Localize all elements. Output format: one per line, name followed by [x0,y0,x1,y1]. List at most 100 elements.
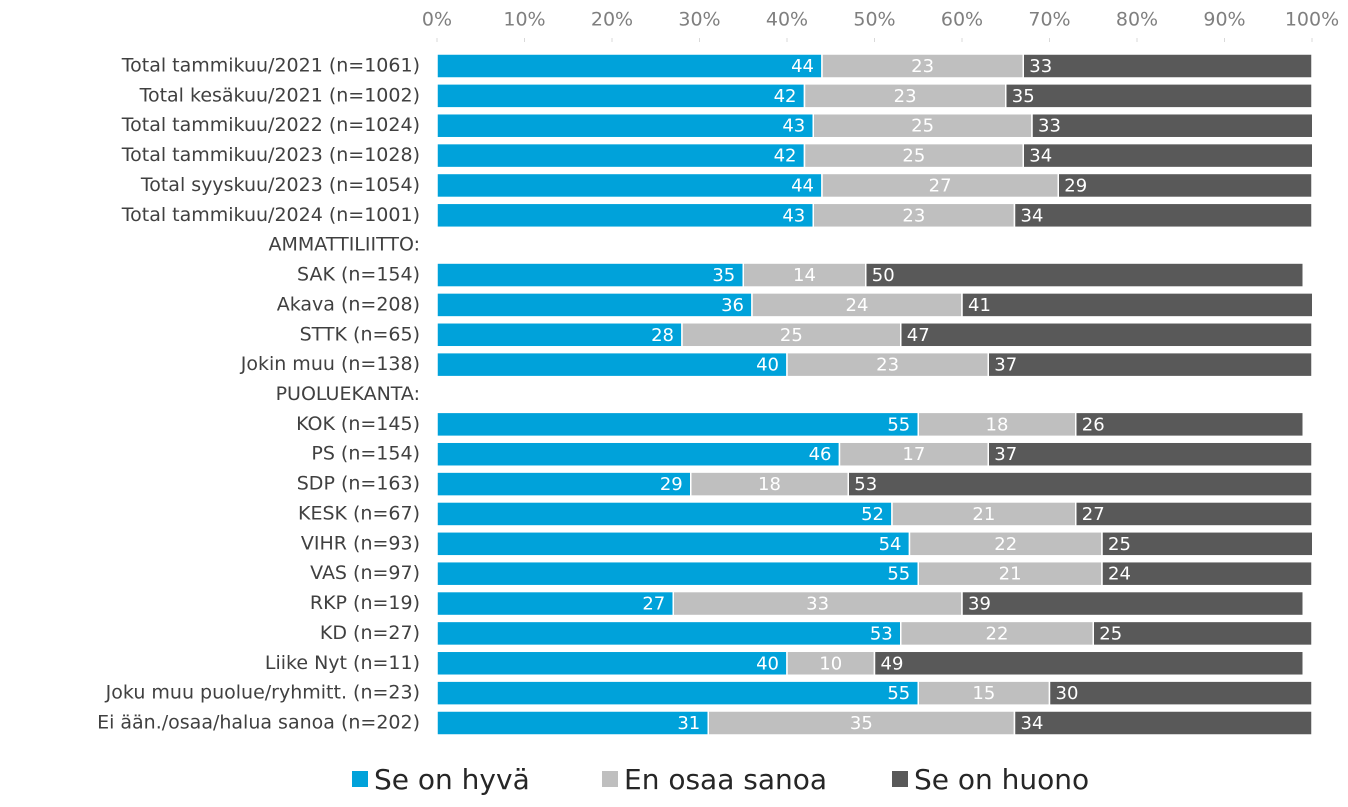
bar-segment [917,560,1103,587]
legend-label: Se on huono [914,763,1089,796]
bar-segment [707,710,1016,736]
value-label: 18 [758,474,781,495]
bar-segment [1092,620,1312,647]
value-label: 31 [677,713,700,734]
value-label: 25 [902,146,925,167]
bar-segment [437,53,823,79]
bar-segment [812,202,1016,229]
y-tick-label: KESK (n=67) [298,502,420,524]
value-label: 34 [1021,205,1044,226]
value-label: 10 [819,653,842,674]
legend-swatch [892,771,908,787]
bar-segment [437,411,919,438]
value-label: 23 [911,56,934,77]
y-tick-label: Total tammikuu/2021 (n=1061) [121,55,420,77]
value-label: 43 [782,116,805,137]
y-tick-label: STTK (n=65) [300,323,420,345]
x-tick-label: 70% [1028,9,1070,31]
value-label: 35 [1012,86,1035,107]
bar-segment [437,650,788,677]
bar-segment [1005,83,1312,109]
bar-segment [1057,172,1312,199]
bar-segment [987,441,1312,467]
value-label: 27 [929,175,952,196]
value-label: 53 [870,623,893,644]
value-label: 52 [861,504,884,525]
value-label: 27 [1082,504,1105,525]
y-tick-label: PUOLUEKANTA: [276,383,420,405]
bar-segment [437,441,841,467]
value-label: 42 [774,86,797,107]
legend-swatch [602,771,618,787]
bar-segment [1031,112,1312,139]
value-label: 49 [881,653,904,674]
legend-label: En osaa sanoa [624,763,827,796]
y-tick-label: Jokin muu (n=138) [240,353,420,375]
x-tick-label: 90% [1203,9,1245,31]
bar-segment [437,262,744,288]
y-tick-label: Liike Nyt (n=11) [265,652,420,674]
bar-segment [437,112,814,139]
y-tick-label: Joku muu puolue/ryhmitt. (n=23) [105,682,420,704]
bar-segment [847,471,1312,497]
y-tick-label: SDP (n=163) [297,473,420,495]
value-label: 34 [1029,146,1052,167]
y-tick-label: AMMATTILIITTO: [269,234,420,256]
y-tick-label: Total tammikuu/2024 (n=1001) [121,204,420,226]
bar-segment [1075,501,1312,527]
value-label: 15 [972,683,995,704]
y-tick-label: Total tammikuu/2022 (n=1024) [121,114,420,136]
bar-segment [786,650,876,677]
y-tick-label: Total syyskuu/2023 (n=1054) [140,174,420,196]
legend-swatch [352,771,368,787]
value-label: 54 [879,534,902,555]
y-tick-label: KOK (n=145) [296,413,420,435]
bar-segment [908,531,1103,557]
value-label: 24 [846,295,869,316]
legend-label: Se on hyvä [374,763,530,796]
bar-segment [917,411,1077,438]
x-tick-label: 30% [678,9,720,31]
y-tick-label: Akava (n=208) [277,293,420,315]
y-tick-label: PS (n=154) [311,443,420,465]
value-label: 33 [806,594,829,615]
bar-segment [821,172,1059,199]
bar-segment [437,501,893,527]
value-label: 29 [1064,175,1087,196]
value-label: 43 [782,205,805,226]
bar-segment [1022,142,1312,169]
value-label: 25 [1108,534,1131,555]
value-label: 34 [1021,713,1044,734]
value-label: 37 [994,444,1017,465]
x-tick-label: 40% [766,9,808,31]
value-label: 26 [1082,414,1105,435]
value-label: 27 [642,594,665,615]
value-label: 25 [780,325,803,346]
bar-segment [803,83,1007,109]
value-label: 21 [972,504,995,525]
value-label: 14 [793,265,816,286]
value-label: 25 [1099,623,1122,644]
plot-area [437,53,1312,736]
y-tick-label: SAK (n=154) [297,264,420,286]
x-tick-label: 80% [1116,9,1158,31]
x-tick-label: 10% [503,9,545,31]
bar-segment [803,142,1024,169]
x-tick-label: 0% [422,9,452,31]
bar-segment [437,142,806,169]
bar-segment [1013,202,1312,229]
bar-segment [437,172,823,199]
y-tick-label: VIHR (n=93) [301,532,420,554]
bar-segment [437,680,919,706]
bar-segment [917,680,1051,706]
y-tick-label: Ei ään./osaa/halua sanoa (n=202) [97,712,420,734]
bar-segment [437,202,814,229]
value-label: 41 [968,295,991,316]
bar-segment [437,620,902,647]
bar-segment [1048,680,1312,706]
value-label: 44 [791,175,814,196]
value-label: 23 [876,355,899,376]
x-tick-label: 50% [853,9,895,31]
value-label: 30 [1056,683,1079,704]
